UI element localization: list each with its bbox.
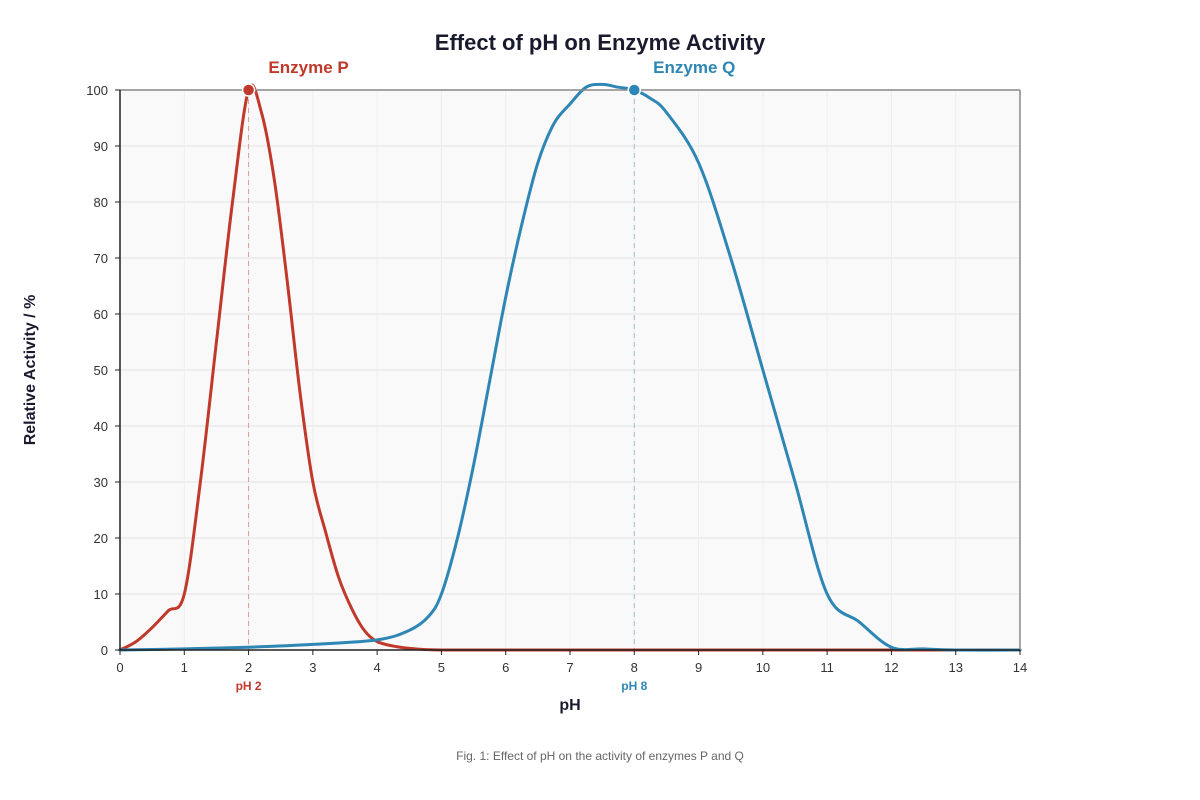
x-tick-label: 6	[502, 660, 509, 675]
enzyme-p-optimum-label: pH 2	[236, 679, 262, 693]
enzyme-p-optimum-point	[241, 83, 256, 97]
y-tick-label: 60	[94, 307, 108, 322]
y-axis-label: Relative Activity / %	[22, 295, 39, 446]
x-tick-label: 12	[884, 660, 898, 675]
y-axis-ticks: 0 10 20 30 40 50 60 70 80 90 100	[86, 83, 120, 658]
enzyme-q-line	[118, 82, 1022, 652]
optimum-guides	[248, 90, 635, 650]
x-tick-label: 4	[374, 660, 381, 675]
enzyme-q-label: Enzyme Q	[653, 58, 735, 77]
x-tick-label: 5	[438, 660, 445, 675]
x-tick-label: 8	[631, 660, 638, 675]
x-tick-label: 9	[695, 660, 702, 675]
x-tick-label: 3	[309, 660, 316, 675]
x-tick-label: 7	[566, 660, 573, 675]
y-tick-label: 40	[94, 419, 108, 434]
x-tick-label: 1	[181, 660, 188, 675]
x-tick-label: 11	[820, 660, 834, 675]
x-tick-label: 14	[1013, 660, 1027, 675]
y-tick-label: 20	[94, 531, 108, 546]
x-tick-label: 0	[116, 660, 123, 675]
optimum-markers: pH 2 pH 8	[236, 83, 648, 693]
x-tick-label: 2	[245, 660, 252, 675]
y-tick-label: 0	[101, 643, 108, 658]
enzyme-q-optimum-label: pH 8	[621, 679, 647, 693]
y-tick-label: 30	[94, 475, 108, 490]
y-tick-label: 100	[86, 83, 108, 98]
y-tick-label: 70	[94, 251, 108, 266]
x-axis-label: pH	[559, 697, 580, 714]
enzyme-q-optimum-point	[627, 83, 642, 97]
x-tick-label: 10	[756, 660, 770, 675]
x-axis-ticks: 0 1 2 3 4 5 6 7 8 9 10 11 12 13 14	[116, 650, 1027, 675]
y-tick-label: 50	[94, 363, 108, 378]
y-tick-label: 80	[94, 195, 108, 210]
enzyme-p-label: Enzyme P	[268, 58, 348, 77]
x-tick-label: 13	[948, 660, 962, 675]
y-tick-label: 10	[94, 587, 108, 602]
series-labels: Enzyme P Enzyme Q	[268, 58, 735, 77]
y-tick-label: 90	[94, 139, 108, 154]
chart-title: Effect of pH on Enzyme Activity	[435, 30, 766, 55]
figure-caption: Fig. 1: Effect of pH on the activity of …	[456, 749, 744, 763]
